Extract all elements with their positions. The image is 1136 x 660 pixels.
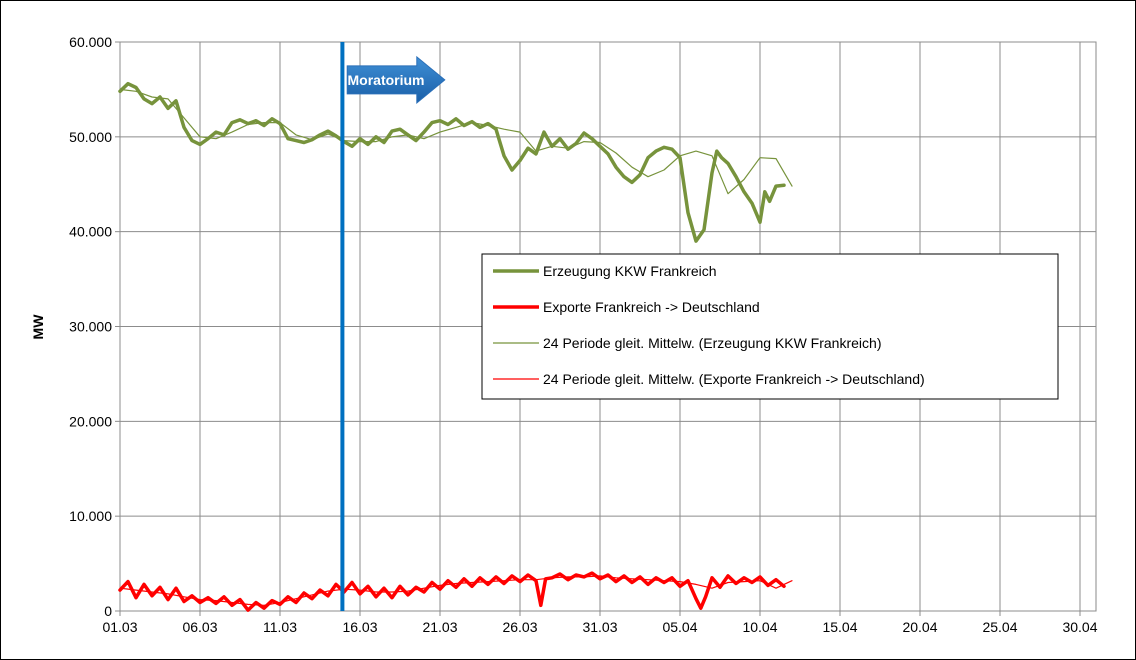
x-tick-label: 31.03 bbox=[582, 619, 617, 635]
legend-box bbox=[481, 253, 1059, 400]
series-line-4 bbox=[119, 575, 793, 606]
x-tick-label: 25.04 bbox=[982, 619, 1017, 635]
x-tick-label: 10.04 bbox=[742, 619, 777, 635]
series-line-1 bbox=[118, 81, 786, 243]
annotations: Moratorium bbox=[340, 42, 446, 611]
x-tick-label: 16.03 bbox=[342, 619, 377, 635]
x-tick-label: 21.03 bbox=[422, 619, 457, 635]
y-axis-label: MW bbox=[30, 314, 46, 340]
x-tick-label: 26.03 bbox=[502, 619, 537, 635]
moratorium-arrow bbox=[346, 55, 446, 104]
x-tick-label: 11.03 bbox=[263, 619, 297, 635]
y-tick-label: 30.000 bbox=[69, 319, 112, 335]
y-tick-label: 40.000 bbox=[69, 224, 112, 240]
y-tick-label: 0 bbox=[104, 603, 112, 619]
x-tick-label: 20.04 bbox=[902, 619, 937, 635]
legend-label-1: Erzeugung KKW Frankreich bbox=[543, 263, 717, 279]
x-tick-label: 06.03 bbox=[182, 619, 217, 635]
legend-label-4: 24 Periode gleit. Mittelw. (Exporte Fran… bbox=[543, 371, 925, 387]
x-tick-label: 30.04 bbox=[1062, 619, 1097, 635]
y-tick-label: 10.000 bbox=[69, 508, 112, 524]
x-tick-label: 05.04 bbox=[662, 619, 697, 635]
series bbox=[118, 81, 793, 612]
legend-label-2: Exporte Frankreich -> Deutschland bbox=[543, 299, 760, 315]
y-axis-ticks: 0 10.000 20.000 30.000 40.000 50.000 60.000 bbox=[69, 34, 120, 619]
series-line-2 bbox=[118, 571, 786, 612]
legend: Erzeugung KKW Frankreich Exporte Frankrei… bbox=[481, 253, 1059, 400]
legend-label-3: 24 Periode gleit. Mittelw. (Erzeugung KK… bbox=[543, 335, 881, 351]
moratorium-label: Moratorium bbox=[348, 72, 425, 88]
x-tick-label: 01.03 bbox=[102, 619, 137, 635]
x-axis-ticks: 01.03 06.03 11.03 16.03 21.03 26.03 31.03 05.04… bbox=[102, 611, 1098, 635]
y-tick-label: 20.000 bbox=[69, 413, 112, 429]
x-tick-label: 15.04 bbox=[822, 619, 857, 635]
y-tick-label: 50.000 bbox=[69, 129, 112, 145]
y-tick-label: 60.000 bbox=[69, 34, 112, 50]
